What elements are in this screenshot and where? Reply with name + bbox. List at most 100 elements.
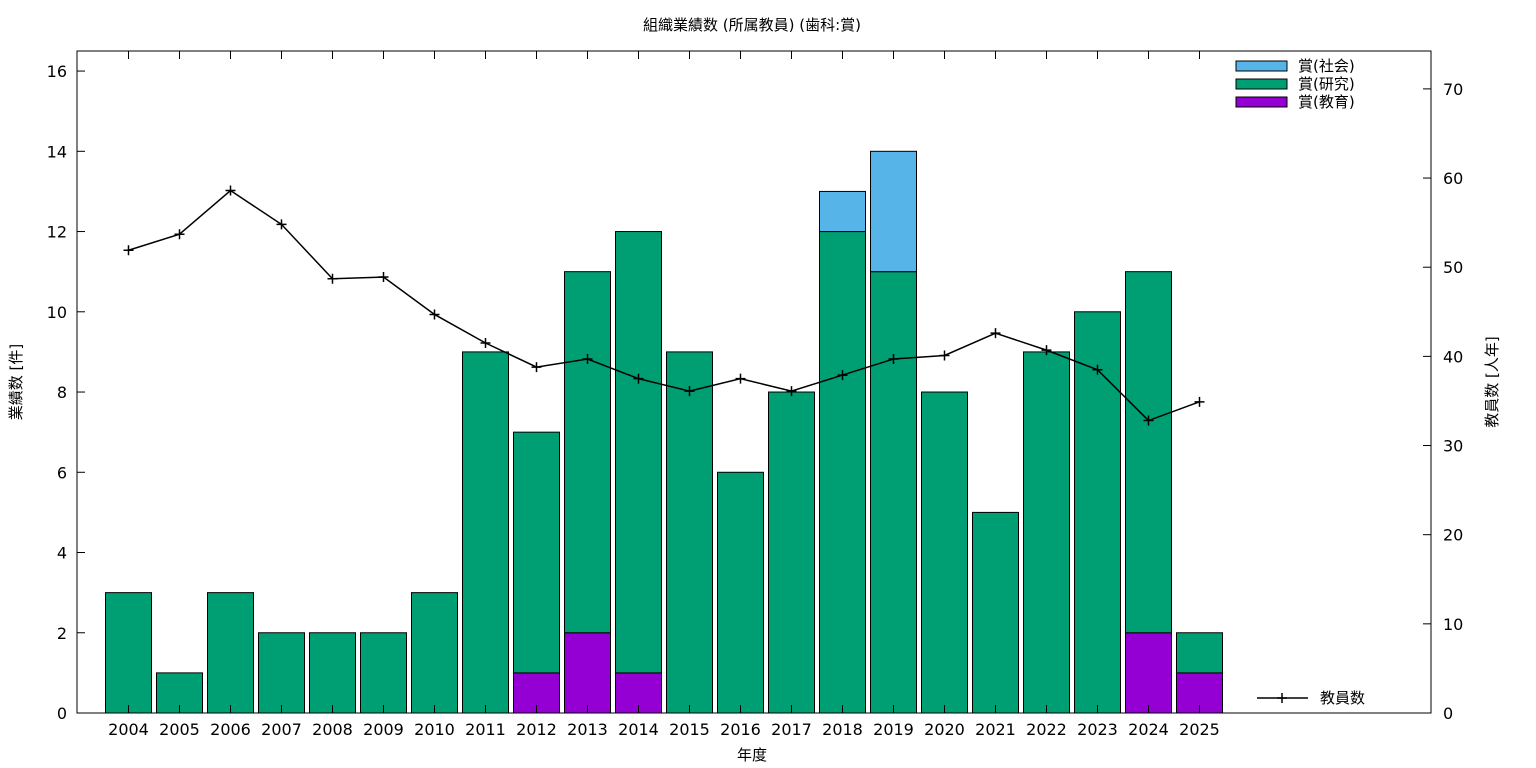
bar-2021-s1 xyxy=(972,511,1019,714)
x-tick-label-2004: 2004 xyxy=(108,720,149,739)
bar-2018-s1 xyxy=(819,231,866,714)
x-tick-label-2013: 2013 xyxy=(567,720,608,739)
line-point-2021 xyxy=(990,328,1001,339)
plot-frame xyxy=(76,50,1432,714)
x-tick-label-2008: 2008 xyxy=(312,720,353,739)
bar-2024-s1 xyxy=(1125,271,1172,634)
bar-2008-s1 xyxy=(309,632,356,714)
x-tick-label-2006: 2006 xyxy=(210,720,251,739)
bar-2006-s1 xyxy=(207,592,254,714)
x-tick-label-2005: 2005 xyxy=(159,720,200,739)
x-tick-label-2017: 2017 xyxy=(771,720,812,739)
x-tick-label-2021: 2021 xyxy=(975,720,1016,739)
bar-2018-s2 xyxy=(819,190,866,233)
y-tick-label-12: 12 xyxy=(47,223,67,242)
bar-2019-s1 xyxy=(870,271,917,714)
y-axis-label: 業績数 [件] xyxy=(7,344,25,420)
bar-2015-s1 xyxy=(666,351,713,714)
bar-2009-s1 xyxy=(360,632,407,714)
y-tick-label-4: 4 xyxy=(57,544,67,563)
line-point-2013 xyxy=(582,354,593,365)
line-point-2005 xyxy=(174,229,185,240)
x-tick-label-2025: 2025 xyxy=(1179,720,1220,739)
y-tick-label-6: 6 xyxy=(57,463,67,482)
line-point-2006 xyxy=(225,185,236,196)
y2-tick-label-50: 50 xyxy=(1443,258,1463,277)
bar-2013-s0 xyxy=(564,632,611,714)
y2-tick-label-20: 20 xyxy=(1443,526,1463,545)
line-point-2018 xyxy=(837,370,848,381)
y2-tick-label-10: 10 xyxy=(1443,615,1463,634)
x-tick-label-2012: 2012 xyxy=(516,720,557,739)
bar-2022-s1 xyxy=(1023,351,1070,714)
x-tick-label-2023: 2023 xyxy=(1077,720,1118,739)
y2-tick-label-0: 0 xyxy=(1443,704,1453,723)
y-tick-label-10: 10 xyxy=(47,303,67,322)
bar-2004-s1 xyxy=(105,592,152,714)
x-tick-label-2020: 2020 xyxy=(924,720,965,739)
legend-label-0: 賞(社会) xyxy=(1298,57,1355,75)
line-point-2010 xyxy=(429,309,440,320)
y2-tick-label-40: 40 xyxy=(1443,347,1463,366)
y2-tick-label-70: 70 xyxy=(1443,80,1463,99)
line-point-2019 xyxy=(888,354,899,365)
line-point-2020 xyxy=(939,350,950,361)
x-tick-label-2009: 2009 xyxy=(363,720,404,739)
legend-swatch-0 xyxy=(1235,60,1288,72)
bar-2016-s1 xyxy=(717,471,764,714)
line-point-2025 xyxy=(1194,396,1205,407)
line-layer xyxy=(123,185,1205,426)
legend-line-label: 教員数 xyxy=(1320,689,1365,707)
line-point-2007 xyxy=(276,219,287,230)
x-axis-label: 年度 xyxy=(737,746,767,764)
y2-tick-label-30: 30 xyxy=(1443,437,1463,456)
x-tick-label-2014: 2014 xyxy=(618,720,659,739)
line-point-2009 xyxy=(378,272,389,283)
line-point-2016 xyxy=(735,373,746,384)
x-tick-label-2022: 2022 xyxy=(1026,720,1067,739)
y-tick-label-8: 8 xyxy=(57,383,67,402)
line-point-2011 xyxy=(480,337,491,348)
bar-2017-s1 xyxy=(768,391,815,714)
line-point-2017 xyxy=(786,386,797,397)
bar-2023-s1 xyxy=(1074,311,1121,714)
bars-layer xyxy=(105,150,1223,714)
line-point-2008 xyxy=(327,273,338,284)
legend: 賞(社会)賞(研究)賞(教育) 教員数 xyxy=(1235,57,1365,707)
legend-swatch-2 xyxy=(1235,96,1288,108)
x-tick-label-2015: 2015 xyxy=(669,720,710,739)
y-tick-label-0: 0 xyxy=(57,704,67,723)
line-point-2024 xyxy=(1143,415,1154,426)
bar-2011-s1 xyxy=(462,351,509,714)
bar-2013-s1 xyxy=(564,271,611,634)
x-tick-label-2024: 2024 xyxy=(1128,720,1169,739)
line-point-2012 xyxy=(531,362,542,373)
line-point-2014 xyxy=(633,373,644,384)
legend-label-2: 賞(教育) xyxy=(1298,93,1355,111)
bar-2019-s2 xyxy=(870,150,917,273)
line-teachers xyxy=(128,189,1200,422)
bar-2007-s1 xyxy=(258,632,305,714)
line-point-2023 xyxy=(1092,364,1103,375)
line-point-2004 xyxy=(123,245,134,256)
legend-label-1: 賞(研究) xyxy=(1298,75,1355,93)
bar-2020-s1 xyxy=(921,391,968,714)
line-point-2015 xyxy=(684,386,695,397)
x-tick-label-2010: 2010 xyxy=(414,720,455,739)
y2-axis-label: 教員数 [人年] xyxy=(1483,336,1501,427)
y2-tick-label-60: 60 xyxy=(1443,169,1463,188)
x-tick-label-2007: 2007 xyxy=(261,720,302,739)
x-tick-label-2019: 2019 xyxy=(873,720,914,739)
ticks-layer: 0 2 4 6 8 10 12 14 16 0 10 20 30 40 50 60 70 2004 2005 2006… xyxy=(47,51,1463,739)
x-tick-label-2011: 2011 xyxy=(465,720,506,739)
y-tick-label-2: 2 xyxy=(57,624,67,643)
chart-title: 組織業績数 (所属教員) (歯科:賞) xyxy=(643,16,861,34)
legend-swatch-1 xyxy=(1235,78,1288,90)
bar-2024-s0 xyxy=(1125,632,1172,714)
y-tick-label-16: 16 xyxy=(47,62,67,81)
x-tick-label-2018: 2018 xyxy=(822,720,863,739)
bar-2010-s1 xyxy=(411,592,458,714)
y-tick-label-14: 14 xyxy=(47,142,67,161)
x-tick-label-2016: 2016 xyxy=(720,720,761,739)
